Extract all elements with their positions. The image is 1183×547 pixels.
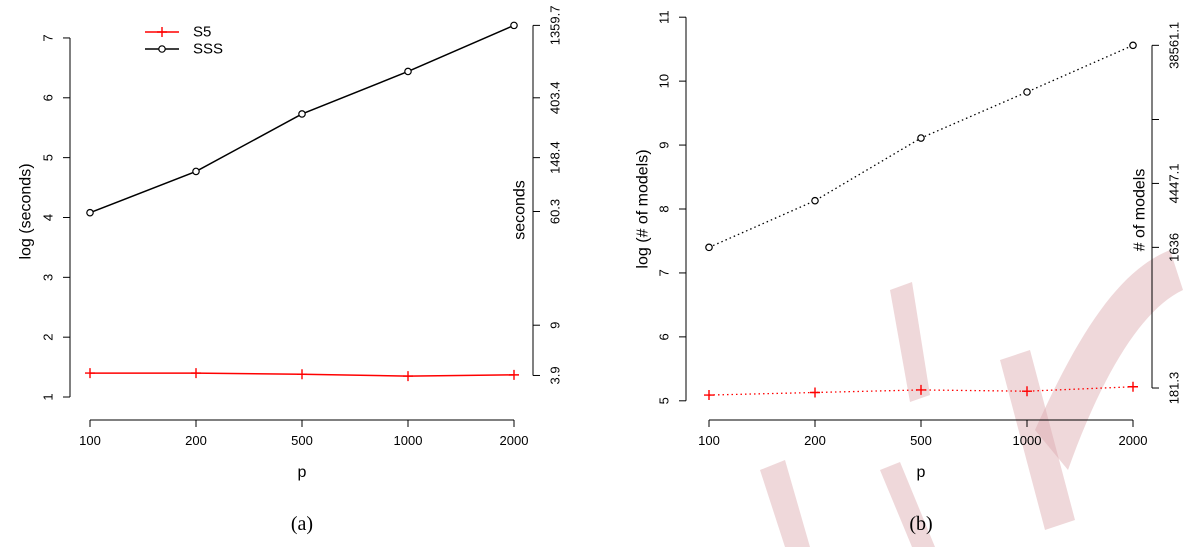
x-tick-label: 1000 xyxy=(1013,433,1042,448)
y-tick-label: 11 xyxy=(657,10,672,24)
data-point-circle xyxy=(86,208,94,217)
data-point-circle xyxy=(811,196,819,205)
data-point-plus xyxy=(403,371,413,382)
right-tick-label: 148.4 xyxy=(548,141,563,174)
y-tick-label: 3 xyxy=(41,274,56,281)
x-tick-label: 200 xyxy=(185,433,207,448)
right-tick-label: 1636 xyxy=(1167,233,1182,262)
y-tick-label: 5 xyxy=(657,397,672,404)
data-point-plus xyxy=(810,387,820,398)
legend-marker-plus xyxy=(157,27,167,37)
data-point-plus xyxy=(1022,386,1032,397)
x-tick-label: 500 xyxy=(291,433,313,448)
x-axis-label: p xyxy=(917,464,926,481)
data-point-circle xyxy=(705,243,713,252)
series-line-sss xyxy=(89,24,515,214)
legend-label: SSS xyxy=(193,41,223,58)
y-axis-label: log (# of models) xyxy=(635,149,652,268)
data-point-plus xyxy=(191,368,201,379)
data-point-circle xyxy=(510,21,518,30)
x-axis-label: p xyxy=(298,464,307,481)
x-tick-label: 500 xyxy=(910,433,932,448)
data-point-circle xyxy=(404,67,412,76)
data-point-circle xyxy=(298,110,306,118)
right-tick-label: 9 xyxy=(548,322,563,329)
panel-caption: (a) xyxy=(291,513,313,535)
y-tick-label: 10 xyxy=(657,74,672,88)
right-tick-label: 4447.1 xyxy=(1167,164,1182,204)
y-tick-label: 5 xyxy=(41,154,56,161)
x-tick-label: 100 xyxy=(79,433,101,448)
right-tick-label: 3.9 xyxy=(548,366,563,384)
right-tick-label: 1359.7 xyxy=(548,6,563,46)
y-tick-label: 6 xyxy=(41,94,56,101)
y-tick-label: 9 xyxy=(657,141,672,148)
y-tick-label: 1 xyxy=(41,393,56,400)
right-tick-label: 181.3 xyxy=(1167,372,1182,405)
right-tick-label: 38561.1 xyxy=(1167,22,1182,69)
panel-caption: (b) xyxy=(909,513,932,535)
y-axis-label: log (seconds) xyxy=(18,163,35,259)
data-point-plus xyxy=(916,384,926,395)
series-line-series-1 xyxy=(708,44,1134,248)
y-tick-label: 7 xyxy=(41,34,56,41)
watermark xyxy=(760,250,1183,547)
right-axis-label: # of models xyxy=(1132,169,1149,252)
data-point-circle xyxy=(1023,88,1031,96)
y-tick-label: 6 xyxy=(657,333,672,340)
data-point-plus xyxy=(297,369,307,380)
x-tick-label: 100 xyxy=(698,433,720,448)
right-axis-label: seconds xyxy=(512,180,529,240)
data-point-plus xyxy=(704,390,714,401)
data-point-circle xyxy=(192,167,200,176)
legend-label: S5 xyxy=(193,24,211,41)
right-tick-label: 403.4 xyxy=(548,82,563,115)
x-tick-label: 2000 xyxy=(1119,433,1148,448)
panel-a: 1 2 3 4 5 6 7 3.9 9 60.3 148.4 403.4 1359.7 100 200 500… xyxy=(18,6,563,535)
data-point-plus xyxy=(85,368,95,379)
y-tick-label: 8 xyxy=(657,205,672,212)
data-point-plus xyxy=(1128,381,1138,392)
legend-marker-circle xyxy=(158,45,166,53)
y-tick-label: 7 xyxy=(657,269,672,276)
y-tick-label: 2 xyxy=(41,334,56,341)
y-tick-label: 4 xyxy=(41,214,56,221)
data-point-circle xyxy=(917,134,925,142)
x-tick-label: 200 xyxy=(804,433,826,448)
panel-b: 5 6 7 8 9 10 11 181.3 1636 4447.1 38561.1 100 200 500… xyxy=(635,10,1182,535)
data-point-circle xyxy=(1129,41,1137,50)
x-tick-label: 1000 xyxy=(394,433,423,448)
data-point-plus xyxy=(509,369,519,380)
x-tick-label: 2000 xyxy=(500,433,529,448)
right-tick-label: 60.3 xyxy=(548,199,563,224)
